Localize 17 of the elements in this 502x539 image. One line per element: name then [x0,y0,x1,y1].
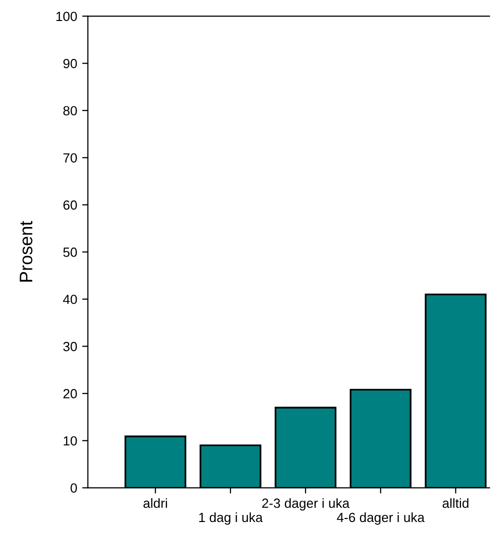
y-tick-label: 0 [70,483,77,493]
x-tick-label: 2-3 dager i uka [262,498,350,511]
y-tick-label: 50 [63,248,77,257]
y-tick-label: 70 [63,153,77,163]
y-tick-label: 30 [63,342,77,352]
x-tick-label: 4-6 dager i uka [336,512,425,525]
y-axis-title: Prosent [20,221,32,282]
x-tick-label: aldri [144,498,167,508]
y-tick-label: 100 [56,12,77,22]
y-tick-label: 10 [64,436,77,446]
y-tick-label: 80 [63,106,77,116]
y-tick-label: 90 [63,58,77,68]
y-tick-label: 60 [63,200,77,210]
y-tick-label: 20 [63,389,77,398]
x-tick-label: alltid [442,498,468,508]
y-tick-label: 40 [63,294,77,304]
x-tick-label: 1 dag i uka [199,512,263,525]
